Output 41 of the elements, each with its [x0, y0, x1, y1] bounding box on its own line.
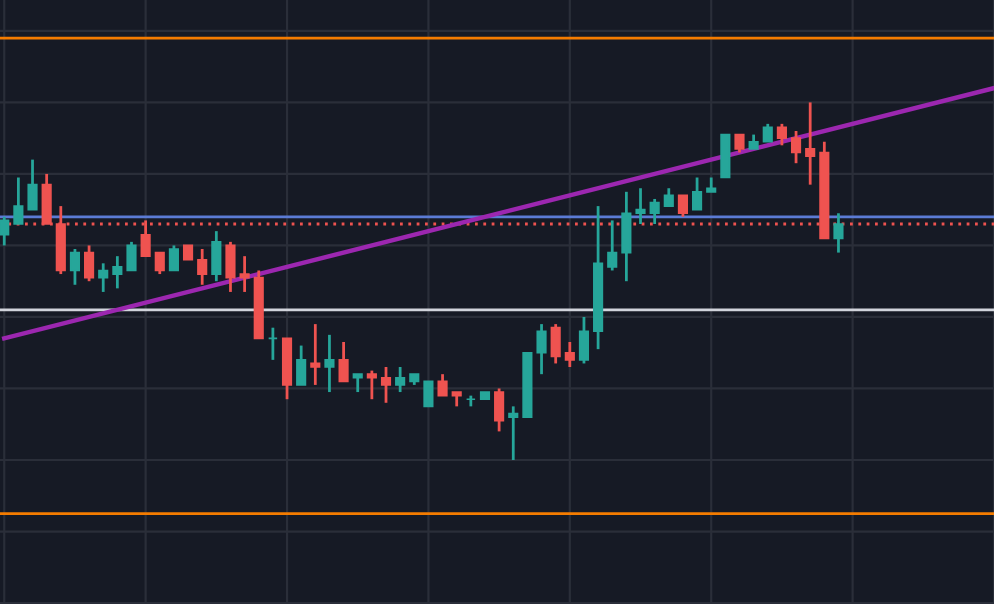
candlestick [494, 387, 505, 433]
candlestick [112, 254, 123, 290]
candlestick [27, 158, 38, 212]
candlestick [281, 337, 293, 401]
candlestick [380, 365, 392, 405]
candlestick [211, 229, 222, 283]
candlestick [578, 315, 590, 365]
candlestick [296, 344, 307, 387]
candlestick [338, 340, 349, 383]
candlestick [13, 176, 24, 226]
candlestick [607, 219, 618, 272]
candlestick [691, 176, 703, 212]
candlestick [508, 404, 519, 462]
candlestick [168, 244, 179, 272]
candlestick [154, 251, 165, 276]
candlestick [635, 186, 646, 226]
candlestick [776, 122, 787, 147]
candlestick [833, 211, 844, 254]
candlestick [324, 333, 335, 394]
candlestick [395, 365, 406, 394]
candlestick [437, 372, 448, 398]
candlestick [790, 129, 802, 165]
candlestick [423, 380, 434, 408]
candlestick [564, 340, 575, 369]
candlestick [720, 133, 731, 179]
candlestick [310, 322, 321, 387]
candlestick [69, 247, 81, 287]
candlestick [649, 197, 660, 226]
candlestick [225, 240, 236, 294]
candlestick [805, 101, 816, 187]
candlestick [550, 322, 561, 365]
candlestick [677, 194, 689, 219]
candlestick [239, 254, 250, 294]
candlestick [0, 215, 10, 247]
candlestick [126, 240, 137, 272]
candlestick [98, 261, 109, 294]
candlestick [197, 247, 208, 287]
candlestick [84, 244, 95, 283]
candlestick [621, 190, 632, 283]
candlestick [366, 369, 377, 401]
candlestick [536, 322, 547, 376]
